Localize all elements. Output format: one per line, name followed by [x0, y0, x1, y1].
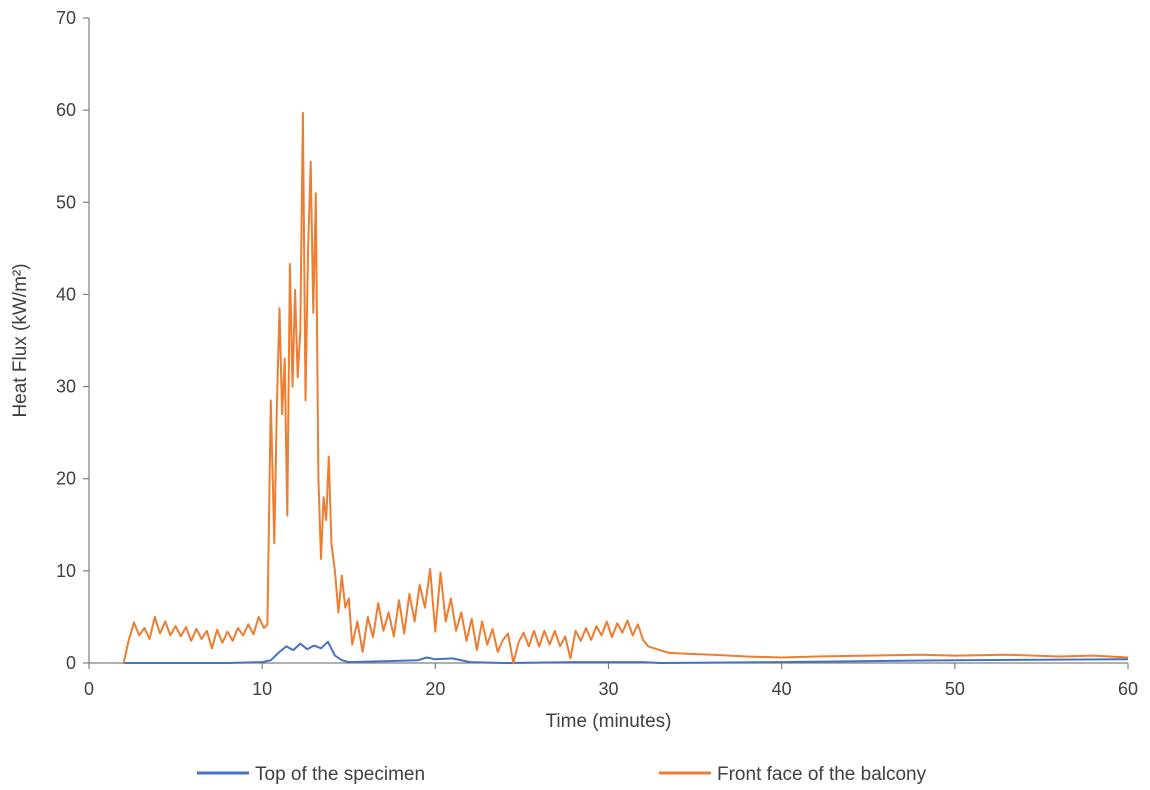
y-tick-label: 30 — [56, 377, 76, 397]
y-tick-label: 50 — [56, 192, 76, 212]
x-tick-label: 0 — [84, 679, 94, 699]
y-tick-label: 40 — [56, 284, 76, 304]
y-tick-label: 20 — [56, 469, 76, 489]
x-tick-label: 50 — [945, 679, 965, 699]
x-tick-label: 60 — [1118, 679, 1138, 699]
x-axis-title: Time (minutes) — [546, 711, 672, 732]
y-tick-label: 10 — [56, 561, 76, 581]
x-tick-label: 40 — [772, 679, 792, 699]
series-line-front-face-balcony — [122, 111, 1129, 664]
y-axis-title: Heat Flux (kW/m²) — [10, 263, 31, 417]
legend-label: Top of the specimen — [255, 764, 425, 785]
y-tick-label: 60 — [56, 100, 76, 120]
axes — [83, 17, 1129, 669]
x-tick-label: 10 — [252, 679, 272, 699]
y-tick-label: 0 — [66, 653, 76, 673]
x-tick-label: 20 — [425, 679, 445, 699]
tick-labels: 0 10 20 30 40 50 60 70 0 10 20 30 40 50 60 — [56, 8, 1138, 699]
x-tick-label: 30 — [598, 679, 618, 699]
series-layer — [122, 111, 1129, 664]
y-tick-label: 70 — [56, 8, 76, 28]
legend: Top of the specimen Front face of the bal… — [197, 764, 927, 785]
legend-label: Front face of the balcony — [717, 764, 927, 785]
series-line-top-of-specimen — [123, 640, 1129, 664]
